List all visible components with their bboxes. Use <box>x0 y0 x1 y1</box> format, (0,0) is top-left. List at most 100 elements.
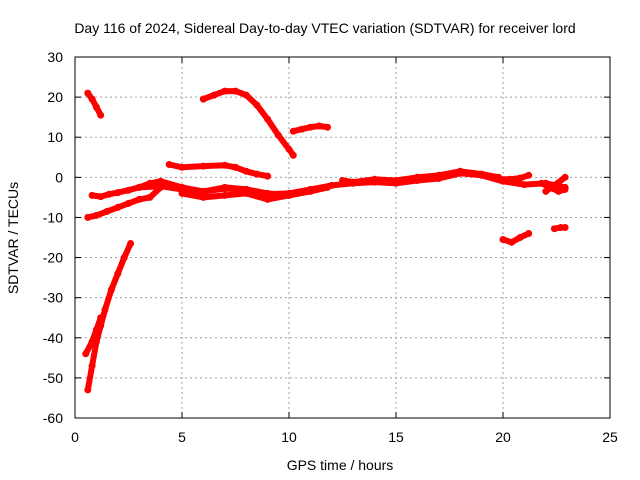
data-point <box>315 122 323 130</box>
y-tick-label: -40 <box>43 330 63 346</box>
data-point <box>88 191 96 199</box>
data-point <box>146 193 154 201</box>
data-point <box>508 238 516 246</box>
data-point <box>516 174 524 182</box>
data-point <box>92 103 100 111</box>
data-point <box>289 127 297 135</box>
data-point <box>84 89 92 97</box>
series-arc-3 <box>82 314 104 357</box>
series-arc-9 <box>200 88 297 159</box>
data-point <box>242 167 250 175</box>
data-point <box>253 101 261 109</box>
y-tick-label: -10 <box>43 209 63 225</box>
y-tick-label: 10 <box>47 129 63 145</box>
data-point <box>264 195 272 203</box>
data-point <box>285 191 293 199</box>
data-point <box>495 175 503 183</box>
data-point <box>298 125 306 133</box>
data-point <box>324 123 331 131</box>
data-point <box>88 95 96 103</box>
data-point <box>561 185 569 193</box>
axis-ticks <box>74 56 611 419</box>
data-point <box>306 187 314 195</box>
data-point <box>199 187 207 195</box>
data-point <box>210 91 218 99</box>
x-tick-label: 0 <box>71 429 79 445</box>
data-series <box>82 87 569 394</box>
data-point <box>92 211 100 219</box>
data-point <box>97 193 105 201</box>
data-point <box>253 170 261 178</box>
plot-frame <box>74 56 611 419</box>
data-point <box>178 163 186 171</box>
data-point <box>306 123 314 131</box>
data-point <box>97 314 105 322</box>
series-arc-12 <box>495 172 532 183</box>
data-point <box>525 230 533 237</box>
data-point <box>555 187 563 195</box>
y-tick-label: -20 <box>43 250 63 266</box>
y-tick-label: -30 <box>43 290 63 306</box>
data-point <box>339 177 346 184</box>
data-point <box>242 189 250 197</box>
data-point <box>221 185 229 193</box>
data-point <box>178 189 186 197</box>
data-point <box>82 350 90 358</box>
data-point <box>125 199 132 207</box>
x-tick-label: 20 <box>495 429 511 445</box>
data-point <box>478 170 486 178</box>
data-point <box>520 181 528 189</box>
data-point <box>264 115 272 123</box>
data-point <box>157 177 165 185</box>
y-tick-label: 30 <box>47 49 63 65</box>
data-point <box>114 189 122 197</box>
data-point <box>550 181 558 189</box>
data-point <box>538 179 545 187</box>
data-point <box>516 234 524 241</box>
y-axis-label: SDTVAR / TECUs <box>5 182 21 294</box>
data-point <box>120 254 128 262</box>
data-point <box>165 161 173 168</box>
data-point <box>114 203 122 211</box>
y-tick-labels: -60 -50 -40 -30 -20 -10 0 10 20 30 <box>43 49 63 426</box>
data-point <box>561 224 569 231</box>
data-point <box>135 183 143 191</box>
data-point <box>221 87 229 95</box>
data-point <box>84 213 92 221</box>
data-point <box>88 362 96 370</box>
data-point <box>92 326 100 334</box>
x-tick-label: 5 <box>178 429 186 445</box>
series-arc-7 <box>179 184 331 203</box>
data-point <box>221 191 229 199</box>
y-tick-label: -50 <box>43 370 63 386</box>
x-tick-label: 25 <box>602 429 618 445</box>
data-point <box>289 151 297 159</box>
data-point <box>232 87 239 95</box>
y-tick-label: 20 <box>47 89 63 105</box>
data-point <box>103 207 111 215</box>
data-point <box>127 240 135 247</box>
data-point <box>561 173 569 181</box>
data-point <box>135 195 143 203</box>
data-point <box>199 162 207 170</box>
data-point <box>525 171 533 179</box>
data-point <box>392 177 400 184</box>
series-arc-13 <box>500 230 532 246</box>
data-point <box>371 175 379 183</box>
data-point <box>97 111 105 119</box>
data-point <box>324 183 331 191</box>
data-point <box>232 163 239 171</box>
data-point <box>107 286 115 294</box>
data-point <box>199 193 207 201</box>
data-point <box>499 236 507 243</box>
data-point <box>105 190 113 198</box>
x-axis-label: GPS time / hours <box>287 457 394 473</box>
data-point <box>125 186 132 194</box>
y-tick-label: 0 <box>55 169 63 185</box>
data-point <box>157 182 165 190</box>
data-point <box>550 225 558 233</box>
x-tick-label: 10 <box>281 429 297 445</box>
data-point <box>199 95 207 103</box>
data-point <box>413 173 421 181</box>
